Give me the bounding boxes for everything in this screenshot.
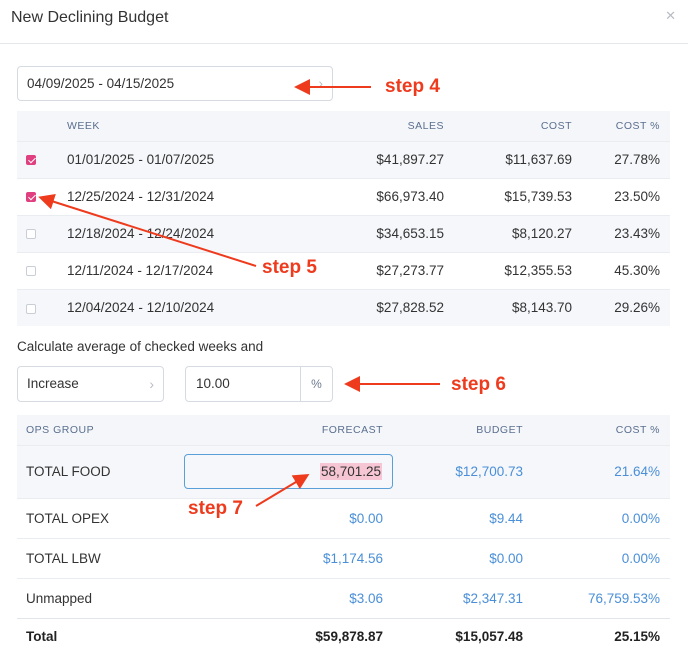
week-sales: $27,828.52 <box>314 288 454 326</box>
ops-group-column-header: OPS GROUP <box>17 415 167 445</box>
forecast-value: 58,701.25 <box>319 463 382 480</box>
week-checkbox[interactable] <box>26 266 36 277</box>
week-cost: $8,120.27 <box>454 214 582 252</box>
week-sales: $66,973.40 <box>314 177 454 215</box>
cost-pct-value[interactable]: 0.00% <box>533 497 670 538</box>
step5-label: step 5 <box>262 257 317 278</box>
ops-group-name: TOTAL OPEX <box>17 497 167 538</box>
week-checkbox[interactable] <box>26 192 36 203</box>
budget-value[interactable]: $9.44 <box>393 497 533 538</box>
week-checkbox[interactable] <box>26 229 36 240</box>
week-range: 12/04/2024 - 12/10/2024 <box>67 288 314 326</box>
forecast-input[interactable]: 58,701.25 <box>184 454 393 489</box>
total-label: Total <box>17 617 167 655</box>
ops-group-name: Unmapped <box>17 577 167 618</box>
percent-unit: % <box>300 367 332 401</box>
table-row: Unmapped $3.06 $2,347.31 76,759.53% <box>17 577 670 618</box>
calc-label: Calculate average of checked weeks and <box>17 339 264 354</box>
week-checkbox[interactable] <box>26 155 36 166</box>
date-range-value: 04/09/2025 - 04/15/2025 <box>27 76 175 91</box>
week-cost: $12,355.53 <box>454 251 582 289</box>
table-row: 12/11/2024 - 12/17/2024 $27,273.77 $12,3… <box>17 251 670 289</box>
week-range: 12/25/2024 - 12/31/2024 <box>67 177 314 215</box>
ops-group-name: TOTAL FOOD <box>17 444 167 498</box>
budget-value[interactable]: $0.00 <box>393 537 533 578</box>
table-row: 01/01/2025 - 01/07/2025 $41,897.27 $11,6… <box>17 140 670 178</box>
percent-input[interactable]: 10.00 % <box>185 366 333 402</box>
adjust-mode-select[interactable]: Increase › <box>17 366 164 402</box>
step4-label: step 4 <box>385 76 440 97</box>
week-column-header: WEEK <box>67 111 314 141</box>
total-forecast: $59,878.87 <box>167 617 393 655</box>
total-row: Total $59,878.87 $15,057.48 25.15% <box>17 617 670 655</box>
week-checkbox[interactable] <box>26 303 36 314</box>
ops-table: OPS GROUP FORECAST BUDGET COST % TOTAL F… <box>17 415 670 655</box>
modal-title: New Declining Budget <box>11 9 169 26</box>
cost-pct-value[interactable]: 21.64% <box>533 444 670 498</box>
week-range: 01/01/2025 - 01/07/2025 <box>67 140 314 178</box>
forecast-value[interactable]: $1,174.56 <box>167 537 393 578</box>
ops-group-name: TOTAL LBW <box>17 537 167 578</box>
week-cost: $8,143.70 <box>454 288 582 326</box>
weeks-table: WEEK SALES COST COST % 01/01/2025 - 01/0… <box>17 111 670 326</box>
step5-arrow <box>38 194 257 267</box>
ops-header-row: OPS GROUP FORECAST BUDGET COST % <box>17 415 670 445</box>
week-cost-pct: 29.26% <box>582 288 670 326</box>
week-cost-pct: 23.50% <box>582 177 670 215</box>
week-cost: $11,637.69 <box>454 140 582 178</box>
adjust-mode-value: Increase <box>27 376 79 391</box>
forecast-column-header: FORECAST <box>167 415 393 445</box>
week-range: 12/11/2024 - 12/17/2024 <box>67 251 314 289</box>
forecast-value[interactable]: $0.00 <box>167 497 393 538</box>
date-range-select[interactable]: 04/09/2025 - 04/15/2025 › <box>17 66 333 101</box>
percent-value: 10.00 <box>196 376 230 391</box>
week-cost-pct: 27.78% <box>582 140 670 178</box>
modal-header: New Declining Budget ✕ <box>0 0 688 44</box>
table-row: 12/18/2024 - 12/24/2024 $34,653.15 $8,12… <box>17 214 670 252</box>
step7-arrow <box>255 473 310 507</box>
table-row: TOTAL LBW $1,174.56 $0.00 0.00% <box>17 537 670 578</box>
close-icon[interactable]: ✕ <box>665 8 676 23</box>
budget-value[interactable]: $12,700.73 <box>393 444 533 498</box>
week-sales: $27,273.77 <box>314 251 454 289</box>
cost-pct-value[interactable]: 76,759.53% <box>533 577 670 618</box>
budget-value[interactable]: $2,347.31 <box>393 577 533 618</box>
step6-label: step 6 <box>451 374 506 395</box>
week-cost: $15,739.53 <box>454 177 582 215</box>
cost-pct-value[interactable]: 0.00% <box>533 537 670 578</box>
forecast-value[interactable]: $3.06 <box>167 577 393 618</box>
total-cost-pct: 25.15% <box>533 617 670 655</box>
sales-column-header: SALES <box>314 111 454 141</box>
ops-cost-pct-column-header: COST % <box>533 415 670 445</box>
week-cost-pct: 45.30% <box>582 251 670 289</box>
table-row: TOTAL OPEX $0.00 $9.44 0.00% <box>17 497 670 538</box>
select-column-header <box>17 111 67 141</box>
table-row: TOTAL FOOD 58,701.25 $12,700.73 21.64% <box>17 444 670 498</box>
week-sales: $34,653.15 <box>314 214 454 252</box>
budget-column-header: BUDGET <box>393 415 533 445</box>
week-sales: $41,897.27 <box>314 140 454 178</box>
step7-label: step 7 <box>188 498 243 519</box>
cost-column-header: COST <box>454 111 582 141</box>
total-budget: $15,057.48 <box>393 617 533 655</box>
week-cost-pct: 23.43% <box>582 214 670 252</box>
cost-pct-column-header: COST % <box>582 111 670 141</box>
weeks-header-row: WEEK SALES COST COST % <box>17 111 670 141</box>
table-row: 12/04/2024 - 12/10/2024 $27,828.52 $8,14… <box>17 288 670 326</box>
chevron-right-icon: › <box>318 75 323 91</box>
chevron-right-icon: › <box>149 376 154 392</box>
table-row: 12/25/2024 - 12/31/2024 $66,973.40 $15,7… <box>17 177 670 215</box>
